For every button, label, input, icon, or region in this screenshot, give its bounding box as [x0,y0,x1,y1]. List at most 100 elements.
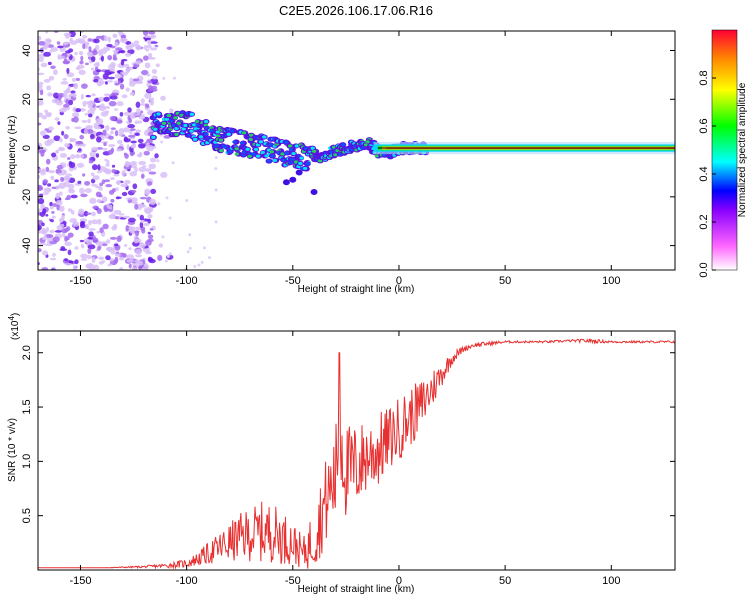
noise-speck [122,72,128,76]
noise-speck [64,241,72,247]
noise-speck [123,127,130,133]
noise-speck [92,205,99,210]
ridge-blob-inner [226,132,231,136]
noise-speck [64,143,70,148]
noise-speck [38,56,44,63]
ridge-blob-inner [258,140,264,144]
ridge-blob-inner [255,154,261,158]
noise-speck [169,108,174,114]
noise-speck [119,256,125,261]
noise-speck [82,43,86,50]
noise-speck [88,46,92,52]
noise-speck [42,134,50,139]
spectrogram-xtick-label: -100 [176,275,198,287]
noise-speck [71,112,80,118]
noise-speck [145,44,153,49]
noise-speck [126,259,135,263]
noise-speck [111,164,116,168]
noise-speck [59,137,63,143]
snr-xtick-label: 50 [499,575,511,587]
noise-speck [72,265,78,268]
noise-speck [90,67,95,71]
ridge-blob-inner [365,140,370,144]
noise-speck [131,201,138,205]
noise-speck [39,89,44,96]
spectrogram-ytick-label: -40 [21,238,33,254]
noise-speck [62,164,67,168]
noise-speck [38,242,46,246]
noise-speck [45,214,49,217]
noise-speck [105,183,113,188]
noise-speck [143,44,147,50]
noise-speck [84,210,89,217]
noise-speck [155,63,160,68]
snr-xtick-label: -100 [176,575,198,587]
noise-speck [214,220,218,224]
noise-speck [100,111,109,117]
ridge-blob-inner [192,137,198,141]
noise-speck [79,223,86,229]
noise-speck [150,41,158,44]
ridge-blob-inner [189,112,195,116]
noise-speck [134,120,139,125]
noise-speck [95,35,103,39]
noise-speck [121,170,126,176]
noise-speck [137,138,144,143]
spectrogram-ytick-label: 20 [21,93,33,105]
noise-speck [66,87,71,93]
noise-speck [142,55,149,61]
ridge-blob-inner [281,158,286,162]
noise-speck [106,159,110,165]
noise-speck [133,40,140,45]
snr-frame [37,330,676,571]
noise-speck [145,239,152,246]
noise-speck [58,182,66,188]
noise-speck [160,171,168,179]
noise-speck [46,85,52,91]
snr-series-line [38,338,675,570]
ridge-blob-inner [214,144,219,148]
ridge-blob-inner [247,154,252,158]
noise-speck [99,182,104,187]
noise-speck [62,77,67,81]
noise-speck [139,196,147,200]
noise-speck [51,210,55,214]
noise-speck [75,108,81,113]
noise-speck [88,228,96,231]
spectrogram-ytick-label: -20 [21,189,33,205]
noise-speck [45,243,53,247]
noise-speck [103,96,110,102]
noise-speck [161,235,165,239]
noise-speck [59,205,65,212]
noise-speck [84,180,91,186]
noise-speck [116,119,123,124]
noise-speck [125,225,130,232]
noise-speck [39,98,43,103]
ridge-blob-inner [298,161,303,166]
noise-speck [86,239,93,245]
noise-speck [127,107,132,113]
noise-speck [134,132,140,137]
noise-speck [113,259,118,264]
noise-speck [143,222,150,227]
ridge-blob-inner [153,127,158,131]
noise-speck [38,81,44,85]
noise-speck [80,93,84,100]
noise-speck [121,94,128,99]
noise-speck [110,177,115,180]
noise-speck [74,246,79,250]
noise-speck [128,134,136,138]
noise-speck [60,223,65,228]
noise-speck [123,244,128,247]
ridge-blob-inner [195,123,200,128]
noise-speck [55,149,60,154]
noise-speck [80,253,88,259]
noise-speck [63,103,70,108]
spectrogram-frame [37,30,676,271]
snr-ytick-label: 1.5 [21,399,33,414]
noise-speck [45,112,53,116]
noise-speck [151,69,158,75]
noise-speck [38,112,44,118]
noise-speck [89,197,97,204]
noise-speck [96,230,101,234]
